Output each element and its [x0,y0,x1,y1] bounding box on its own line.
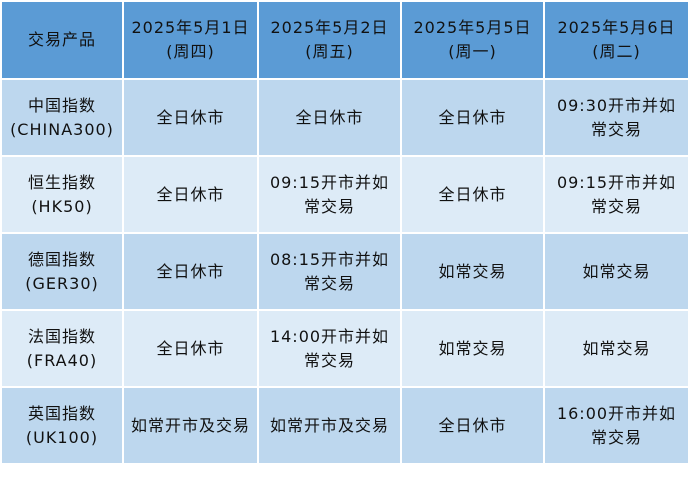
product-name: 恒生指数 [27,172,96,192]
schedule-cell: 09:30开市并如常交易 [543,78,688,157]
schedule-cell: 如常交易 [400,309,545,388]
schedule-cell: 如常交易 [543,232,688,311]
schedule-cell: 如常交易 [400,232,545,311]
product-cell: 德国指数 (GER30) [0,232,124,311]
table-row: 法国指数 (FRA40) 全日休市 14:00开市并如常交易 如常交易 如常交易 [0,309,688,388]
product-code: (FRA40) [26,350,98,370]
schedule-cell: 如常开市及交易 [257,386,402,465]
product-code: (GER30) [25,273,99,293]
header-date-text: 2025年5月2日 [270,18,389,37]
header-product: 交易产品 [0,0,124,80]
schedule-cell: 全日休市 [400,155,545,234]
schedule-cell: 全日休市 [122,78,259,157]
table-body: 中国指数 (CHINA300) 全日休市 全日休市 全日休市 09:30开市并如常交易 恒生… [0,78,688,465]
schedule-cell: 全日休市 [257,78,402,157]
schedule-cell: 全日休市 [400,78,545,157]
table-row: 中国指数 (CHINA300) 全日休市 全日休市 全日休市 09:30开市并如常交易 [0,78,688,157]
schedule-cell: 如常开市及交易 [122,386,259,465]
table-row: 恒生指数 (HK50) 全日休市 09:15开市并如常交易 全日休市 09:15开市并如常… [0,155,688,234]
product-cell: 英国指数 (UK100) [0,386,124,465]
schedule-cell: 09:15开市并如常交易 [257,155,402,234]
product-name: 英国指数 [27,403,96,423]
schedule-cell: 09:15开市并如常交易 [543,155,688,234]
product-cell: 法国指数 (FRA40) [0,309,124,388]
header-date: 2025年5月2日 (周五) [257,0,402,80]
header-date: 2025年5月6日 (周二) [543,0,688,80]
table-row: 德国指数 (GER30) 全日休市 08:15开市并如常交易 如常交易 如常交易 [0,232,688,311]
product-name: 法国指数 [27,326,96,346]
header-date-text: 2025年5月6日 [557,18,676,37]
schedule-cell: 08:15开市并如常交易 [257,232,402,311]
schedule-cell: 全日休市 [122,309,259,388]
header-weekday-text: (周二) [592,42,641,61]
header-date-text: 2025年5月1日 [131,18,250,37]
schedule-cell: 全日休市 [122,232,259,311]
header-date: 2025年5月1日 (周四) [122,0,259,80]
schedule-cell: 全日休市 [400,386,545,465]
product-name: 德国指数 [27,249,96,269]
trading-schedule-table: 交易产品 2025年5月1日 (周四) 2025年5月2日 (周五) 2025年5月… [0,0,688,465]
header-weekday-text: (周五) [305,42,354,61]
product-cell: 中国指数 (CHINA300) [0,78,124,157]
header-row: 交易产品 2025年5月1日 (周四) 2025年5月2日 (周五) 2025年5月… [0,0,688,80]
schedule-cell: 14:00开市并如常交易 [257,309,402,388]
product-code: (HK50) [31,196,93,216]
schedule-cell: 如常交易 [543,309,688,388]
product-cell: 恒生指数 (HK50) [0,155,124,234]
header-date-text: 2025年5月5日 [413,18,532,37]
schedule-cell: 全日休市 [122,155,259,234]
product-code: (CHINA300) [10,119,114,139]
product-name: 中国指数 [27,95,96,115]
header-weekday-text: (周四) [166,42,215,61]
table-row: 英国指数 (UK100) 如常开市及交易 如常开市及交易 全日休市 16:00开市并如常交… [0,386,688,465]
header-date: 2025年5月5日 (周一) [400,0,545,80]
product-code: (UK100) [25,427,99,447]
schedule-cell: 16:00开市并如常交易 [543,386,688,465]
header-weekday-text: (周一) [448,42,497,61]
